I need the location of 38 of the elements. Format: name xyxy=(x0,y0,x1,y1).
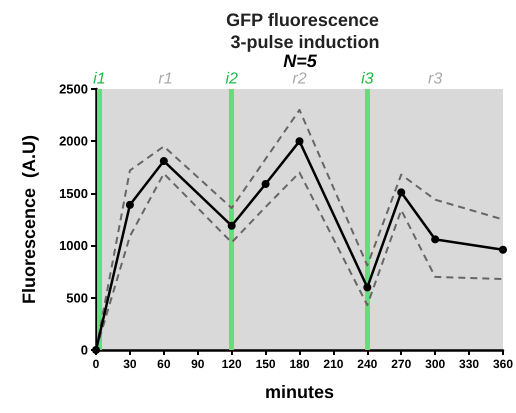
y-tick-label: 1500 xyxy=(59,186,88,201)
point xyxy=(262,180,270,188)
x-tick-label: 270 xyxy=(391,357,412,371)
x-tick-label: 180 xyxy=(289,357,310,371)
point xyxy=(431,235,440,244)
x-axis-title: minutes xyxy=(264,382,334,402)
ref-line-label: i1 xyxy=(93,70,106,88)
x-tick-label: 30 xyxy=(123,357,137,371)
text: r2 xyxy=(292,70,307,88)
x-tick-label: 150 xyxy=(256,357,276,371)
ref-line-label: i3 xyxy=(361,70,374,88)
text: r1 xyxy=(158,70,173,88)
x-tick-label: 210 xyxy=(323,357,344,371)
y-tick-label: 2000 xyxy=(59,134,88,149)
y-tick-label: 500 xyxy=(66,290,88,306)
ref-line-label: i2 xyxy=(225,70,238,88)
point xyxy=(228,222,236,230)
x-tick-label: 360 xyxy=(492,357,514,371)
point xyxy=(296,137,304,146)
point xyxy=(126,200,134,209)
point xyxy=(397,188,406,196)
text: r3 xyxy=(428,70,442,88)
x-tick-label: 330 xyxy=(459,357,480,371)
chart-title: GFP fluorescence 3-pulse induction xyxy=(226,10,384,52)
x-tick-label: 240 xyxy=(357,357,378,371)
text: N=5 xyxy=(283,51,318,71)
x-tick-label: 60 xyxy=(157,357,171,371)
y-axis-title: Fluorescence (A.U) xyxy=(19,134,39,304)
x-tick-label: 90 xyxy=(191,357,205,371)
x-tick-label: 300 xyxy=(425,357,446,371)
point xyxy=(499,246,507,254)
point xyxy=(160,157,168,166)
x-tick-label: 0 xyxy=(92,357,100,371)
point xyxy=(363,283,372,292)
y-tick-label: 2500 xyxy=(59,82,88,96)
x-tick-label: 120 xyxy=(222,357,242,371)
y-tick-label: 1000 xyxy=(59,238,88,254)
y-tick-label: 0 xyxy=(80,342,88,358)
